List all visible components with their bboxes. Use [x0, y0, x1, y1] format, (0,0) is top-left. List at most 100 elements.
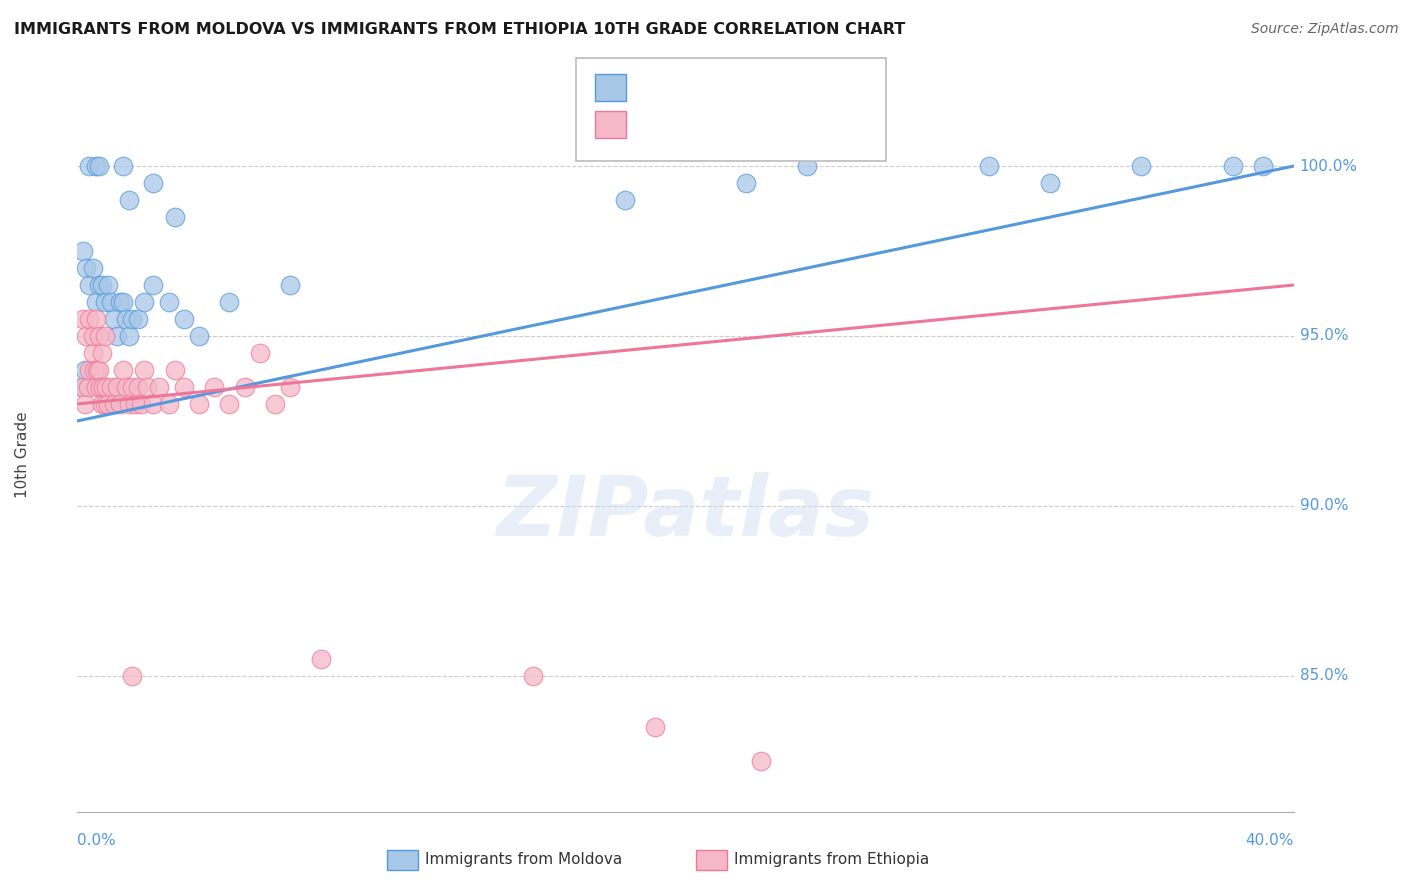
Point: [96, 380, 118, 394]
Point: [111, 159, 134, 173]
Point: [89, 380, 111, 394]
Point: [91, 380, 114, 394]
Point: [87, 278, 110, 293]
Text: 95.0%: 95.0%: [1299, 328, 1348, 343]
Text: ZIPatlas: ZIPatlas: [496, 472, 875, 552]
Point: [84, 380, 107, 394]
Point: [70, 380, 93, 394]
Point: [93, 329, 115, 343]
Point: [105, 380, 128, 394]
Point: [613, 193, 636, 207]
Point: [86, 363, 108, 377]
Point: [129, 397, 152, 411]
Point: [79, 363, 101, 377]
Point: [127, 312, 149, 326]
Point: [751, 754, 773, 768]
Point: [82, 260, 104, 275]
Point: [115, 312, 138, 326]
Point: [233, 380, 256, 394]
Point: [97, 397, 120, 411]
Point: [75, 329, 97, 343]
Point: [115, 380, 138, 394]
Point: [202, 380, 225, 394]
Point: [73, 397, 96, 411]
Point: [979, 159, 1001, 173]
Point: [84, 312, 107, 326]
Point: [90, 346, 112, 360]
Point: [124, 397, 146, 411]
Point: [111, 363, 134, 377]
Point: [121, 380, 143, 394]
Point: [163, 363, 186, 377]
Point: [87, 329, 110, 343]
Point: [218, 397, 240, 411]
Point: [100, 295, 122, 310]
Point: [1039, 176, 1062, 190]
Point: [1222, 159, 1244, 173]
Point: [249, 346, 271, 360]
Text: 40.0%: 40.0%: [1246, 833, 1294, 848]
Point: [121, 312, 143, 326]
Point: [73, 363, 96, 377]
Point: [796, 159, 818, 173]
Point: [79, 159, 101, 173]
Point: [100, 380, 122, 394]
Point: [173, 380, 195, 394]
Text: 90.0%: 90.0%: [1299, 499, 1348, 514]
Point: [121, 669, 143, 683]
Text: Immigrants from Moldova: Immigrants from Moldova: [425, 853, 621, 867]
Text: R = 0.172   N = 53: R = 0.172 N = 53: [634, 118, 779, 132]
Text: 100.0%: 100.0%: [1299, 159, 1358, 174]
Point: [142, 397, 165, 411]
Point: [103, 312, 125, 326]
Point: [157, 295, 180, 310]
Point: [83, 363, 105, 377]
Text: IMMIGRANTS FROM MOLDOVA VS IMMIGRANTS FROM ETHIOPIA 10TH GRADE CORRELATION CHART: IMMIGRANTS FROM MOLDOVA VS IMMIGRANTS FR…: [14, 22, 905, 37]
Point: [148, 380, 170, 394]
Point: [188, 397, 211, 411]
Point: [264, 397, 287, 411]
Text: 10th Grade: 10th Grade: [15, 411, 30, 499]
Point: [644, 720, 666, 734]
Point: [735, 176, 758, 190]
Point: [1251, 159, 1274, 173]
Point: [108, 295, 131, 310]
Point: [127, 380, 149, 394]
Text: 85.0%: 85.0%: [1299, 668, 1348, 683]
Point: [118, 397, 141, 411]
Point: [118, 329, 141, 343]
Point: [75, 260, 97, 275]
Point: [157, 397, 180, 411]
Point: [111, 295, 134, 310]
Point: [309, 652, 332, 666]
Point: [90, 278, 112, 293]
Point: [522, 669, 544, 683]
Text: 0.0%: 0.0%: [77, 833, 117, 848]
Point: [72, 244, 94, 258]
Text: R = 0.442   N = 42: R = 0.442 N = 42: [634, 80, 779, 95]
Point: [278, 380, 301, 394]
Point: [87, 363, 110, 377]
Point: [218, 295, 240, 310]
Text: Source: ZipAtlas.com: Source: ZipAtlas.com: [1251, 22, 1399, 37]
Point: [142, 176, 165, 190]
Point: [188, 329, 211, 343]
Point: [173, 312, 195, 326]
Point: [142, 278, 165, 293]
Point: [84, 295, 107, 310]
Point: [93, 295, 115, 310]
Point: [79, 278, 101, 293]
Point: [97, 278, 120, 293]
Point: [108, 397, 131, 411]
Point: [87, 159, 110, 173]
Point: [77, 380, 100, 394]
Point: [72, 312, 94, 326]
Point: [84, 159, 107, 173]
Point: [82, 346, 104, 360]
Point: [134, 363, 156, 377]
Point: [79, 312, 101, 326]
Point: [90, 397, 112, 411]
Point: [70, 380, 93, 394]
Point: [136, 380, 159, 394]
Point: [93, 397, 115, 411]
